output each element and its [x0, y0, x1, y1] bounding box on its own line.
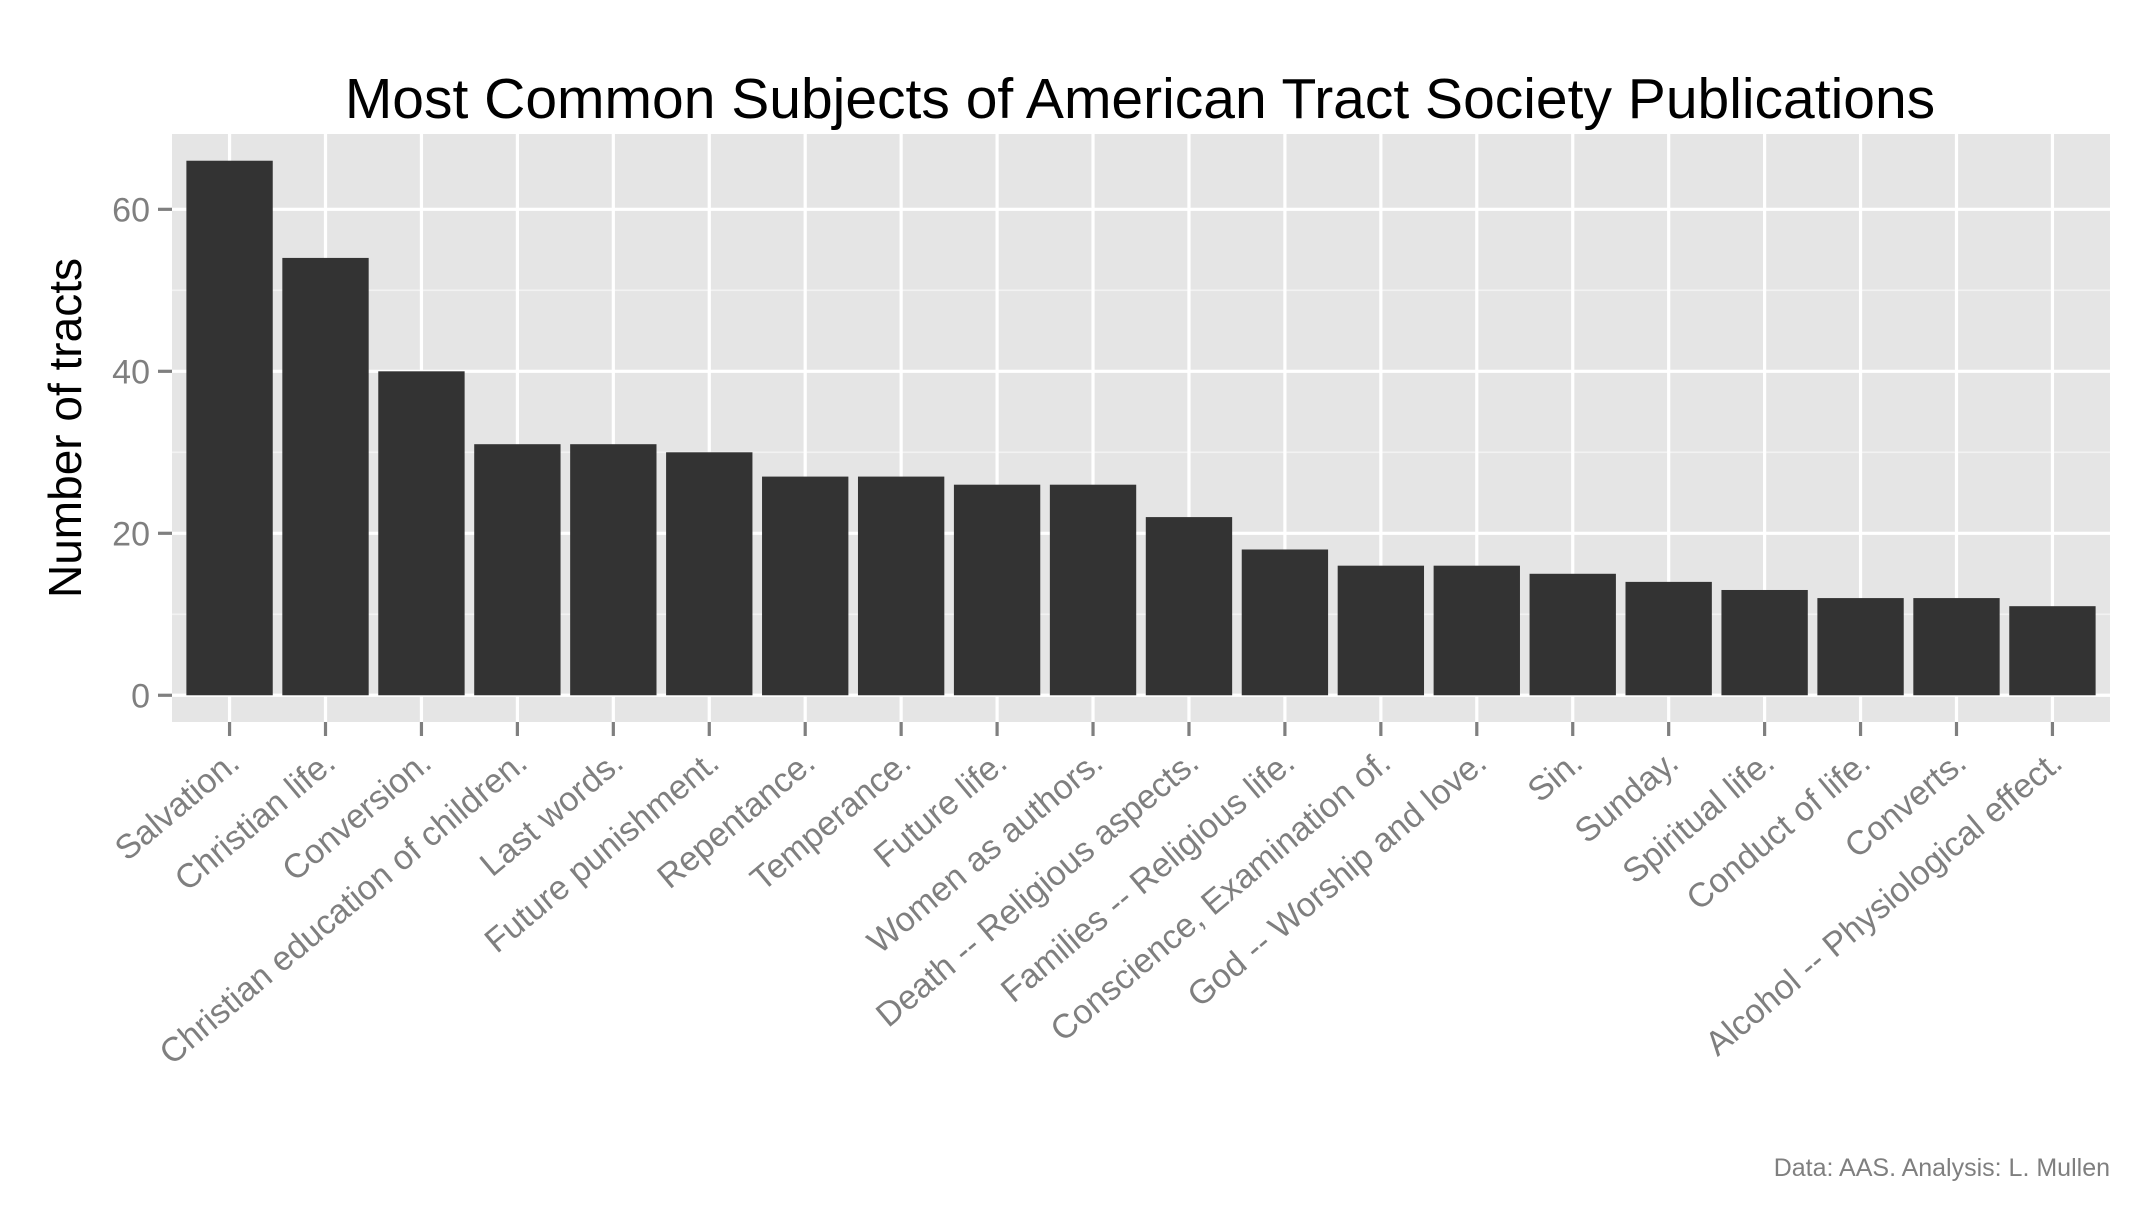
- y-axis: 0 20 40 60: [112, 191, 172, 715]
- y-tick-label: 20: [112, 515, 150, 553]
- bar: [474, 444, 561, 696]
- bar: [1625, 581, 1712, 696]
- bar: [1145, 517, 1233, 696]
- bar: [1241, 549, 1329, 696]
- bar: [857, 476, 945, 696]
- bar: [666, 452, 753, 696]
- bar: [1817, 598, 1904, 696]
- bar: [1049, 484, 1137, 696]
- y-tick-label: 60: [112, 191, 150, 229]
- bar: [2009, 606, 2096, 696]
- x-tick-label: Sin.: [1521, 743, 1590, 810]
- bar: [1913, 598, 2000, 696]
- chart-title: Most Common Subjects of American Tract S…: [345, 67, 1935, 131]
- bar: [282, 257, 369, 696]
- bar: [1721, 589, 1808, 696]
- bar: [378, 371, 465, 696]
- bar: [1529, 573, 1616, 696]
- bar: [186, 160, 273, 696]
- bar: [1433, 565, 1520, 696]
- y-axis-label: Number of tracts: [39, 258, 91, 598]
- bar: [570, 444, 657, 696]
- bar: [762, 476, 849, 696]
- bar: [1337, 565, 1425, 696]
- x-axis: Salvation.Christian life.Conversion.Chri…: [108, 722, 2070, 1072]
- bars: [186, 160, 2096, 696]
- y-tick-label: 40: [112, 353, 150, 391]
- chart-caption: Data: AAS. Analysis: L. Mullen: [1774, 1154, 2110, 1182]
- y-tick-label: 0: [131, 677, 150, 715]
- bar: [953, 484, 1041, 696]
